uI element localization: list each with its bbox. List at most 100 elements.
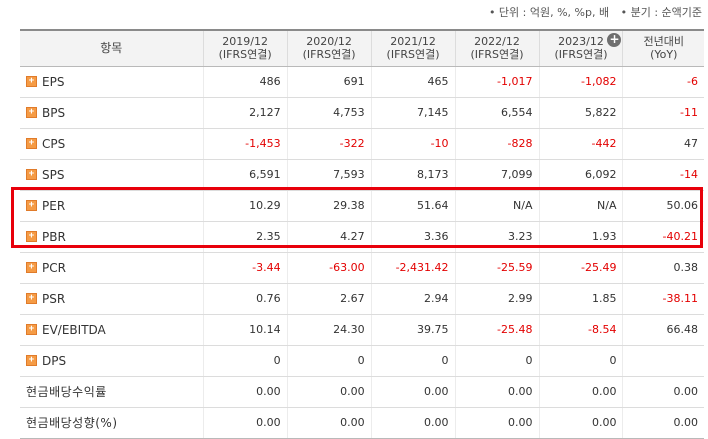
expand-plus-icon[interactable]: + [26,76,37,87]
row-label: PER [42,198,66,213]
expand-plus-icon[interactable]: + [26,107,37,118]
table-row: + SPS 6,591 7,593 8,173 7,099 6,092 -14 [20,159,704,191]
value-cell: -3.44 [202,252,288,284]
row-label-cell[interactable]: + PSR [20,283,204,315]
table-row: + EPS 486 691 465 -1,017 -1,082 -6 [20,66,704,98]
row-label-cell[interactable]: + BPS [20,97,204,129]
header-row: 항목 2019/12 (IFRS연결) 2020/12 (IFRS연결) 2021/… [20,30,704,67]
row-label-cell[interactable]: + DPS [20,345,204,377]
value-cell: 10.29 [202,190,288,222]
value-cell: 0.00 [454,376,540,408]
value-cell: 0.00 [370,407,456,439]
value-cell: 691 [286,66,372,98]
row-label-cell[interactable]: + CPS [20,128,204,160]
yoy-cell: 0.00 [622,376,704,408]
expand-plus-icon[interactable]: + [26,262,37,273]
value-cell: 24.30 [286,314,372,346]
value-cell: N/A [454,190,540,222]
value-cell: 2.35 [202,221,288,253]
row-label: DPS [42,353,67,368]
value-cell: -63.00 [286,252,372,284]
value-cell: 0.00 [202,407,288,439]
yoy-cell: 50.06 [622,190,704,222]
row-label-cell[interactable]: + PER [20,190,204,222]
value-cell: -828 [454,128,540,160]
yoy-cell: -11 [622,97,704,129]
expand-plus-icon[interactable]: + [26,231,37,242]
value-cell: 3.23 [454,221,540,253]
value-cell: -25.59 [454,252,540,284]
value-cell: 0 [286,345,372,377]
row-label-cell[interactable]: + SPS [20,159,204,191]
table-row: 현금배당수익률 0.00 0.00 0.00 0.00 0.00 0.00 [20,376,704,408]
value-cell: 0.00 [370,376,456,408]
value-cell: 7,099 [454,159,540,191]
value-cell: 2.99 [454,283,540,315]
yoy-cell: 66.48 [622,314,704,346]
value-cell: 0 [538,345,623,377]
value-cell: 0.00 [286,376,372,408]
column-header: 2020/12 (IFRS연결) [286,30,372,67]
yoy-cell: 0.00 [622,407,704,439]
value-cell: 2,127 [202,97,288,129]
value-cell: 3.36 [370,221,456,253]
value-cell: 0.00 [454,407,540,439]
value-cell: 0 [370,345,456,377]
value-cell: -1,453 [202,128,288,160]
yoy-cell: 47 [622,128,704,160]
value-cell: -1,082 [538,66,623,98]
column-header: 2023/12 (IFRS연결) + [538,30,623,67]
column-header: 2022/12 (IFRS연결) [454,30,540,67]
column-header: 2021/12 (IFRS연결) [370,30,456,67]
value-cell: 10.14 [202,314,288,346]
value-cell: 4.27 [286,221,372,253]
table-row: + EV/EBITDA 10.14 24.30 39.75 -25.48 -8.54 66.4… [20,314,704,346]
value-cell: 1.85 [538,283,623,315]
row-label: PBR [42,229,66,244]
value-cell: 8,173 [370,159,456,191]
value-cell: 0.76 [202,283,288,315]
value-cell: -1,017 [454,66,540,98]
value-cell: 0.00 [538,407,623,439]
value-cell: 0 [454,345,540,377]
value-cell: 6,092 [538,159,623,191]
value-cell: N/A [538,190,623,222]
row-label: EPS [42,74,65,89]
expand-plus-icon[interactable]: + [26,200,37,211]
yoy-cell: -38.11 [622,283,704,315]
row-label-cell[interactable]: + EV/EBITDA [20,314,204,346]
value-cell: 7,593 [286,159,372,191]
table-row: 현금배당성향(%) 0.00 0.00 0.00 0.00 0.00 0.00 [20,407,704,439]
expand-plus-icon[interactable]: + [26,138,37,149]
value-cell: -322 [286,128,372,160]
value-cell: 29.38 [286,190,372,222]
expand-plus-icon[interactable]: + [26,324,37,335]
row-label-cell[interactable]: + PCR [20,252,204,284]
value-cell: 0.00 [202,376,288,408]
value-cell: 2.67 [286,283,372,315]
table-row: + DPS 0 0 0 0 0 [20,345,704,377]
table-row: + CPS -1,453 -322 -10 -828 -442 47 [20,128,704,160]
value-cell: 486 [202,66,288,98]
value-cell: -10 [370,128,456,160]
table-notes: • 단위 : 억원, %, %p, 배 • 분기 : 순액기준 [481,6,702,20]
expand-plus-icon[interactable]: + [26,169,37,180]
yoy-header: 전년대비 (YoY) [622,30,704,67]
value-cell: 0 [202,345,288,377]
yoy-cell: -6 [622,66,704,98]
value-cell: 7,145 [370,97,456,129]
table-row: + PSR 0.76 2.67 2.94 2.99 1.85 -38.11 [20,283,704,315]
value-cell: -25.49 [538,252,623,284]
expand-plus-icon[interactable]: + [26,293,37,304]
plus-circle-icon[interactable]: + [607,32,622,47]
row-label-cell[interactable]: + EPS [20,66,204,98]
row-label: PSR [42,291,66,306]
value-cell: -25.48 [454,314,540,346]
value-cell: 4,753 [286,97,372,129]
yoy-cell: -40.21 [622,221,704,253]
expand-plus-icon[interactable]: + [26,355,37,366]
yoy-cell: 0.38 [622,252,704,284]
table-row: + PCR -3.44 -63.00 -2,431.42 -25.59 -25.49 0.38 [20,252,704,284]
row-label-cell[interactable]: + PBR [20,221,204,253]
value-cell: -2,431.42 [370,252,456,284]
